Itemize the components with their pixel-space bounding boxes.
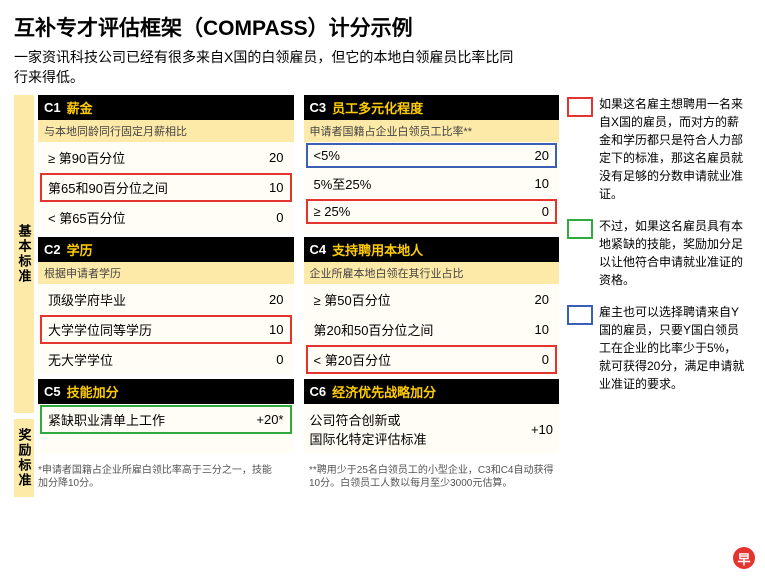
card-title: 员工多元化程度 <box>332 98 423 117</box>
card-header: C5 技能加分 <box>38 379 294 404</box>
card-code: C1 <box>44 100 61 115</box>
footnotes: *申请者国籍占企业所雇白领比率高于三分之一，技能加分降10分。 **聘用少于25… <box>38 464 559 490</box>
legend-red: 如果这名雇主想聘用一名来自X国的雇员，而对方的薪金和学历都只是符合人力部定下的标… <box>567 95 747 203</box>
row-label: 5%至25% <box>314 174 372 193</box>
row-label: 大学学位同等学历 <box>48 320 152 339</box>
card-code: C4 <box>310 242 327 257</box>
label-basic: 基本标准 <box>14 95 34 413</box>
score-row: < 第65百分位 0 <box>40 203 292 232</box>
card-title: 支持聘用本地人 <box>332 240 423 259</box>
row-label: < 第65百分位 <box>48 208 126 227</box>
row-label: 第20和50百分位之间 <box>314 320 434 339</box>
row-label: 顶级学府毕业 <box>48 290 126 309</box>
legend-text: 不过，如果这名雇员具有本地紧缺的技能，奖励加分足以让他符合申请就业准证的资格。 <box>599 217 747 289</box>
row-c1-c3: C1 薪金 与本地同龄同行固定月薪相比 ≥ 第90百分位 20 第65和90百分位之间… <box>38 95 559 233</box>
row-points: 10 <box>254 180 284 195</box>
card-header: C6 经济优先战略加分 <box>304 379 560 404</box>
swatch-green <box>567 219 593 239</box>
label-bonus: 奖励标准 <box>14 419 34 497</box>
row-points: 20 <box>519 148 549 163</box>
page-subtitle: 一家资讯科技公司已经有很多来自X国的白领雇员，但它的本地白领雇员比率比同行来得低… <box>14 48 514 87</box>
score-row: 大学学位同等学历 10 <box>40 315 292 344</box>
row-points: 0 <box>519 352 549 367</box>
card-sub: 申请者国籍占企业白领员工比率** <box>304 120 560 142</box>
row-label: ≥ 第90百分位 <box>48 148 125 167</box>
row-points: 0 <box>254 210 284 225</box>
main-layout: 基本标准 奖励标准 C1 薪金 与本地同龄同行固定月薪相比 ≥ 第90百分位 20 第… <box>14 95 751 497</box>
score-row: 公司符合创新或 国际化特定评估标准 +10 <box>304 404 560 454</box>
row-label: 公司符合创新或 国际化特定评估标准 <box>310 410 427 448</box>
row-points: 20 <box>254 150 284 165</box>
legend-text: 雇主也可以选择聘请来自Y国的雇员，只要Y国白领员工在企业的比率少于5%，就可获得… <box>599 303 747 393</box>
row-points: +10 <box>531 422 553 437</box>
cards-container: C1 薪金 与本地同龄同行固定月薪相比 ≥ 第90百分位 20 第65和90百分位之间… <box>38 95 559 497</box>
row-label: 紧缺职业清单上工作 <box>48 410 165 429</box>
card-header: C4 支持聘用本地人 <box>304 237 560 262</box>
score-row: 5%至25% 10 <box>306 169 558 198</box>
row-c5-c6: C5 技能加分 紧缺职业清单上工作 +20* C6 经济优先战略加分 公司符合创新或 … <box>38 379 559 454</box>
row-points: +20* <box>254 412 284 427</box>
card-sub: 企业所雇本地白领在其行业占比 <box>304 262 560 284</box>
row-label: < 第20百分位 <box>314 350 392 369</box>
row-label: 第65和90百分位之间 <box>48 178 168 197</box>
row-label: <5% <box>314 148 340 163</box>
score-row: ≥ 第90百分位 20 <box>40 143 292 172</box>
logo-icon: 早 <box>733 547 755 569</box>
score-row: < 第20百分位 0 <box>306 345 558 374</box>
card-code: C2 <box>44 242 61 257</box>
card-header: C2 学历 <box>38 237 294 262</box>
card-code: C3 <box>310 100 327 115</box>
card-title: 薪金 <box>67 98 93 117</box>
row-points: 20 <box>519 292 549 307</box>
score-row: <5% 20 <box>306 143 558 168</box>
left-panel: 基本标准 奖励标准 C1 薪金 与本地同龄同行固定月薪相比 ≥ 第90百分位 20 第… <box>14 95 559 497</box>
row-points: 20 <box>254 292 284 307</box>
card-c5: C5 技能加分 紧缺职业清单上工作 +20* <box>38 379 294 454</box>
side-labels: 基本标准 奖励标准 <box>14 95 34 497</box>
row-label: ≥ 25% <box>314 204 351 219</box>
legend-green: 不过，如果这名雇员具有本地紧缺的技能，奖励加分足以让他符合申请就业准证的资格。 <box>567 217 747 289</box>
row-points: 0 <box>519 204 549 219</box>
card-sub: 根据申请者学历 <box>38 262 294 284</box>
score-row: 紧缺职业清单上工作 +20* <box>40 405 292 434</box>
row-points: 10 <box>519 176 549 191</box>
card-header: C3 员工多元化程度 <box>304 95 560 120</box>
swatch-blue <box>567 305 593 325</box>
row-c2-c4: C2 学历 根据申请者学历 顶级学府毕业 20 大学学位同等学历 10 无大学学位 0 C4… <box>38 237 559 375</box>
legend-panel: 如果这名雇主想聘用一名来自X国的雇员，而对方的薪金和学历都只是符合人力部定下的标… <box>567 95 747 497</box>
card-title: 经济优先战略加分 <box>332 382 436 401</box>
page-title: 互补专才评估框架（COMPASS）计分示例 <box>14 12 751 42</box>
footnote-b: **聘用少于25名白领员工的小型企业，C3和C4自动获得10分。白领员工人数以每… <box>309 464 559 490</box>
legend-text: 如果这名雇主想聘用一名来自X国的雇员，而对方的薪金和学历都只是符合人力部定下的标… <box>599 95 747 203</box>
swatch-red <box>567 97 593 117</box>
row-points: 0 <box>254 352 284 367</box>
row-label: 无大学学位 <box>48 350 113 369</box>
score-row: 第20和50百分位之间 10 <box>306 315 558 344</box>
card-c3: C3 员工多元化程度 申请者国籍占企业白领员工比率** <5% 20 5%至25% 10… <box>304 95 560 233</box>
score-row: 第65和90百分位之间 10 <box>40 173 292 202</box>
footnote-a: *申请者国籍占企业所雇白领比率高于三分之一，技能加分降10分。 <box>38 464 279 490</box>
card-code: C6 <box>310 384 327 399</box>
score-row: 无大学学位 0 <box>40 345 292 374</box>
row-points: 10 <box>519 322 549 337</box>
legend-blue: 雇主也可以选择聘请来自Y国的雇员，只要Y国白领员工在企业的比率少于5%，就可获得… <box>567 303 747 393</box>
card-code: C5 <box>44 384 61 399</box>
card-title: 学历 <box>67 240 93 259</box>
score-row: ≥ 25% 0 <box>306 199 558 224</box>
score-row: 顶级学府毕业 20 <box>40 285 292 314</box>
score-row: ≥ 第50百分位 20 <box>306 285 558 314</box>
row-points: 10 <box>254 322 284 337</box>
page: 互补专才评估框架（COMPASS）计分示例 一家资讯科技公司已经有很多来自X国的… <box>0 0 765 577</box>
card-c6: C6 经济优先战略加分 公司符合创新或 国际化特定评估标准 +10 <box>304 379 560 454</box>
card-title: 技能加分 <box>67 382 119 401</box>
card-c2: C2 学历 根据申请者学历 顶级学府毕业 20 大学学位同等学历 10 无大学学位 0 <box>38 237 294 375</box>
card-c1: C1 薪金 与本地同龄同行固定月薪相比 ≥ 第90百分位 20 第65和90百分位之间… <box>38 95 294 233</box>
card-header: C1 薪金 <box>38 95 294 120</box>
card-sub: 与本地同龄同行固定月薪相比 <box>38 120 294 142</box>
card-c4: C4 支持聘用本地人 企业所雇本地白领在其行业占比 ≥ 第50百分位 20 第20和5… <box>304 237 560 375</box>
row-label: ≥ 第50百分位 <box>314 290 391 309</box>
